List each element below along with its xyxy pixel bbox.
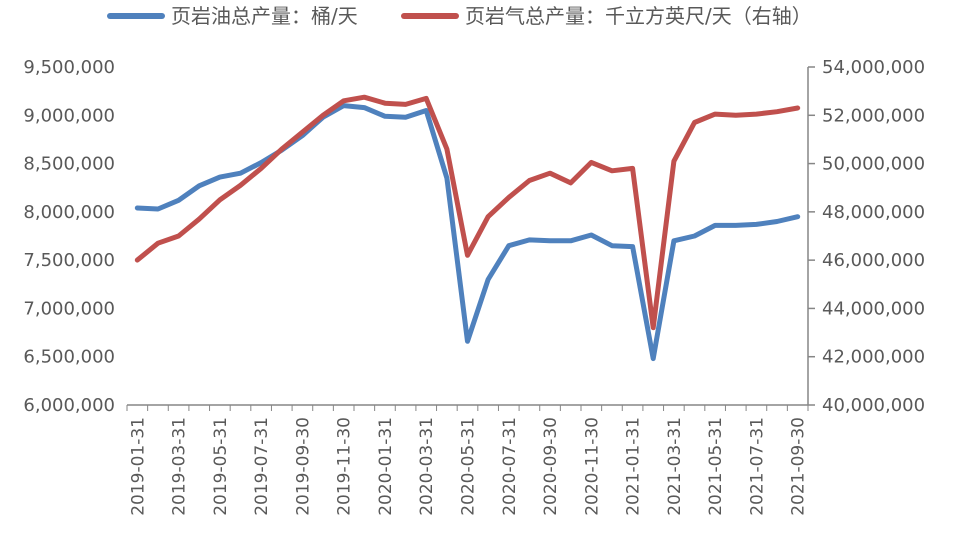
x-tick-label: 2019-09-30 [293, 417, 313, 516]
x-tick-label: 2021-07-31 [747, 417, 767, 516]
right-y-tick-label: 46,000,000 [822, 250, 925, 271]
legend: 页岩油总产量：桶/天 页岩气总产量：千立方英尺/天（右轴） [107, 4, 812, 28]
x-tick-label: 2021-03-31 [665, 417, 685, 516]
x-tick-label: 2019-01-31 [128, 417, 148, 516]
right-y-tick-label: 52,000,000 [822, 105, 925, 126]
left-y-tick-label: 6,000,000 [23, 395, 115, 416]
left-y-tick-label: 6,500,000 [23, 347, 115, 368]
x-tick-label: 2020-03-31 [417, 417, 437, 516]
right-y-tick-label: 48,000,000 [822, 202, 925, 223]
x-tick-label: 2021-05-31 [706, 417, 726, 516]
left-y-tick-label: 8,500,000 [23, 154, 115, 175]
x-tick-label: 2019-05-31 [211, 417, 231, 516]
left-y-tick-label: 8,000,000 [23, 202, 115, 223]
legend-label-shale-oil: 页岩油总产量：桶/天 [171, 4, 358, 28]
x-tick-label: 2020-07-31 [500, 417, 520, 516]
right-y-tick-label: 40,000,000 [822, 395, 925, 416]
right-y-tick-label: 42,000,000 [822, 347, 925, 368]
x-tick-label: 2020-11-30 [582, 417, 602, 516]
x-tick-label: 2020-05-31 [459, 417, 479, 516]
x-tick-label: 2021-09-30 [789, 417, 809, 516]
series-group [134, 94, 801, 362]
left-y-tick-label: 7,000,000 [23, 298, 115, 319]
right-y-tick-label: 44,000,000 [822, 298, 925, 319]
series-line-shale-oil [134, 103, 801, 362]
x-tick-label: 2019-07-31 [252, 417, 272, 516]
right-y-tick-label: 50,000,000 [822, 154, 925, 175]
series-line-shale-gas [134, 94, 801, 331]
left-y-tick-label: 9,500,000 [23, 57, 115, 78]
legend-label-shale-gas: 页岩气总产量：千立方英尺/天（右轴） [465, 4, 812, 28]
x-tick-label: 2021-01-31 [624, 417, 644, 516]
left-y-tick-label: 7,500,000 [23, 250, 115, 271]
right-y-tick-label: 54,000,000 [822, 57, 925, 78]
x-tick-label: 2019-03-31 [170, 417, 190, 516]
axes: 6,000,000 6,500,000 7,000,000 7,500,000 8,00… [23, 57, 925, 516]
x-tick-label: 2019-11-30 [335, 417, 355, 516]
left-y-tick-label: 9,000,000 [23, 105, 115, 126]
x-tick-label: 2020-09-30 [541, 417, 561, 516]
x-tick-label: 2020-01-31 [376, 417, 396, 516]
